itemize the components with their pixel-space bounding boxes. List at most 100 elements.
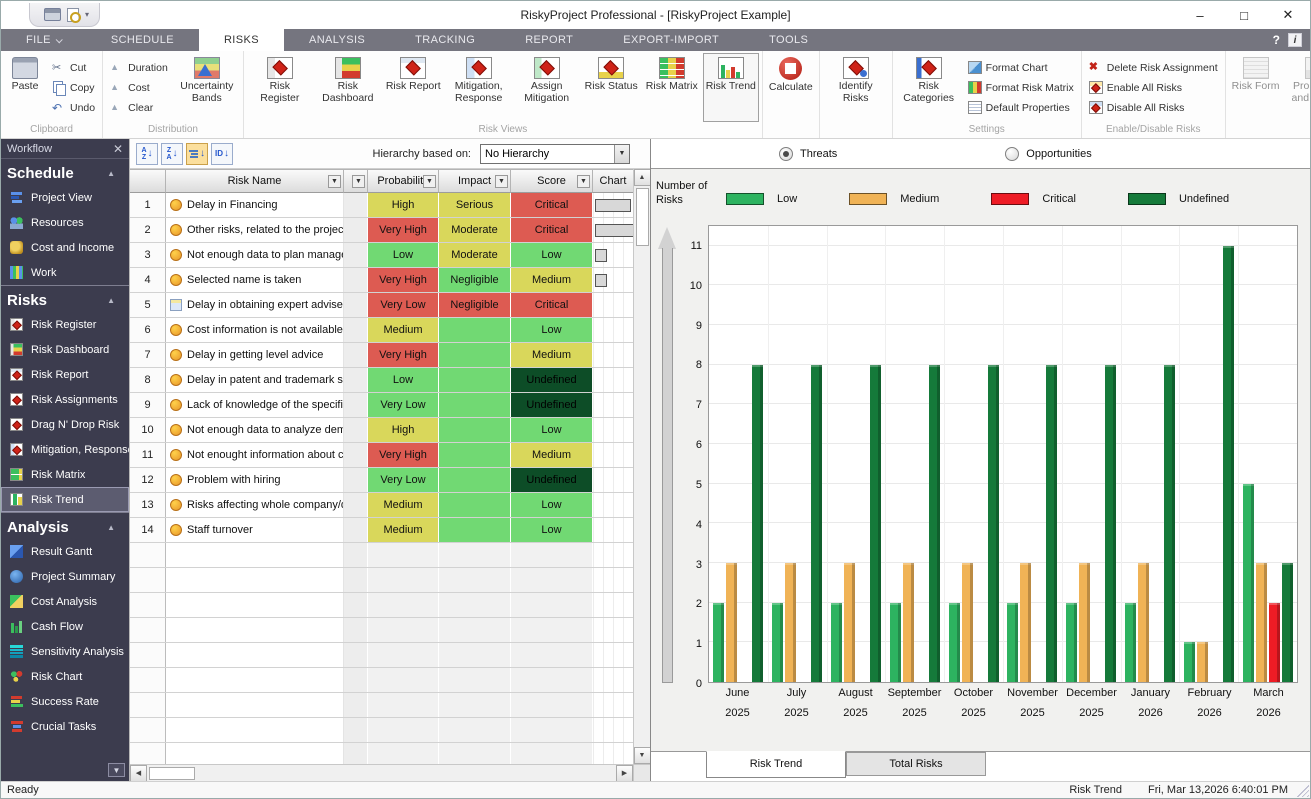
scroll-left-icon[interactable]: ◀: [130, 764, 147, 782]
print-icon[interactable]: [44, 8, 61, 21]
column-header[interactable]: ▼: [344, 169, 368, 193]
chevron-down-icon[interactable]: ▼: [614, 144, 629, 163]
hierarchy-dropdown[interactable]: No Hierarchy ▼: [480, 143, 630, 164]
close-icon[interactable]: ✕: [112, 141, 123, 156]
scroll-up-icon[interactable]: ▲: [633, 169, 650, 186]
column-header[interactable]: [130, 169, 166, 193]
vertical-scrollbar-thumb[interactable]: [635, 188, 649, 246]
impact-cell[interactable]: [439, 318, 511, 342]
vertical-scrollbar[interactable]: ▲ ▼: [633, 169, 650, 764]
probability-cell[interactable]: Low: [368, 243, 439, 267]
paste-button[interactable]: Paste: [4, 53, 46, 122]
assign-mitigation-button[interactable]: Assign Mitigation: [514, 53, 580, 122]
opportunities-radio[interactable]: Opportunities: [1005, 146, 1092, 161]
tab-risks[interactable]: RISKS: [198, 29, 284, 51]
impact-cell[interactable]: Negligible: [439, 268, 511, 292]
risk-name-cell[interactable]: Delay in Financing: [166, 193, 344, 217]
probability-cell[interactable]: Medium: [368, 493, 439, 517]
impact-cell[interactable]: Moderate: [439, 218, 511, 242]
chart-tab-risk-trend[interactable]: Risk Trend: [706, 751, 846, 778]
sidebar-item-risk-dashboard[interactable]: Risk Dashboard: [1, 337, 129, 362]
sidebar-item-cost-analysis[interactable]: Cost Analysis: [1, 589, 129, 614]
threats-radio[interactable]: Threats: [779, 146, 837, 161]
horizontal-scrollbar-thumb[interactable]: [149, 766, 195, 780]
cut-button[interactable]: Cut: [50, 59, 97, 77]
workflow-collapse-button[interactable]: ▼: [108, 763, 125, 777]
probability-cell[interactable]: Very Low: [368, 293, 439, 317]
enable-all-risks-button[interactable]: Enable All Risks: [1087, 79, 1220, 97]
workflow-section-header-risks[interactable]: Risks ▲: [7, 292, 115, 309]
risk-name-cell[interactable]: Delay in obtaining expert advise: [166, 293, 344, 317]
sidebar-item-crucial-tasks[interactable]: Crucial Tasks: [1, 714, 129, 739]
resize-grip[interactable]: [1297, 785, 1309, 797]
tab-tools[interactable]: TOOLS: [769, 34, 809, 46]
probability-cell[interactable]: Very High: [368, 343, 439, 367]
impact-cell[interactable]: [439, 418, 511, 442]
probability-cell[interactable]: Medium: [368, 518, 439, 542]
risk-name-cell[interactable]: Staff turnover: [166, 518, 344, 542]
chevron-down-icon[interactable]: ▼: [328, 174, 341, 188]
sort-za-button[interactable]: Z A ↓: [161, 142, 183, 165]
column-header-impact[interactable]: Impact ▼: [439, 169, 511, 193]
qat-customize-icon[interactable]: ▾: [85, 10, 90, 19]
risk-name-cell[interactable]: Other risks, related to the project: [166, 218, 344, 242]
tab-schedule[interactable]: SCHEDULE: [110, 34, 174, 46]
chevron-down-icon[interactable]: ▼: [495, 174, 508, 188]
score-cell[interactable]: Medium: [511, 343, 593, 367]
score-cell[interactable]: Critical: [511, 193, 593, 217]
chevron-down-icon[interactable]: ▼: [577, 174, 590, 188]
sidebar-item-risk-report[interactable]: Risk Report: [1, 362, 129, 387]
copy-button[interactable]: Copy: [50, 79, 97, 97]
sort-az-button[interactable]: A Z ↓: [136, 142, 158, 165]
sidebar-item-drag-n-drop-risk[interactable]: Drag N' Drop Risk: [1, 412, 129, 437]
risk-name-cell[interactable]: Delay in getting level advice: [166, 343, 344, 367]
sidebar-item-success-rate[interactable]: Success Rate: [1, 689, 129, 714]
score-cell[interactable]: Undefined: [511, 468, 593, 492]
risk-name-cell[interactable]: Not enought information about co: [166, 443, 344, 467]
column-header-risk-name[interactable]: Risk Name ▼: [166, 169, 344, 193]
risk-categories-button[interactable]: Risk Categories: [896, 53, 962, 122]
scroll-down-icon[interactable]: ▼: [633, 747, 650, 764]
sidebar-item-cost-and-income[interactable]: Cost and Income: [1, 235, 129, 260]
impact-cell[interactable]: Negligible: [439, 293, 511, 317]
horizontal-scrollbar[interactable]: ◀ ▶: [130, 764, 650, 782]
sort-id-button[interactable]: ID ↓: [211, 142, 233, 165]
score-cell[interactable]: Low: [511, 518, 593, 542]
column-header-score[interactable]: Score ▼: [511, 169, 593, 193]
tab-file[interactable]: FILE: [1, 29, 86, 51]
duration-button[interactable]: Duration: [108, 59, 170, 77]
column-header-probability[interactable]: Probability ▼: [368, 169, 439, 193]
impact-cell[interactable]: [439, 368, 511, 392]
impact-cell[interactable]: [439, 468, 511, 492]
risk-matrix-button[interactable]: Risk Matrix: [643, 53, 701, 122]
chart-tab-total-risks[interactable]: Total Risks: [846, 752, 986, 776]
print-preview-icon[interactable]: [67, 7, 81, 23]
impact-cell[interactable]: Moderate: [439, 243, 511, 267]
column-header-chart[interactable]: Chart: [593, 169, 634, 193]
tab-analysis[interactable]: ANALYSIS: [308, 34, 366, 46]
info-icon[interactable]: i: [1288, 33, 1302, 47]
risk-status-button[interactable]: Risk Status: [582, 53, 641, 122]
sidebar-item-project-summary[interactable]: Project Summary: [1, 564, 129, 589]
scroll-right-icon[interactable]: ▶: [616, 764, 633, 782]
calculate-button[interactable]: Calculate: [766, 53, 816, 122]
sidebar-item-mitigation-response[interactable]: Mitigation, Response: [1, 437, 129, 462]
maximize-button[interactable]: □: [1240, 7, 1248, 23]
sidebar-item-risk-matrix[interactable]: Risk Matrix: [1, 462, 129, 487]
workflow-section-header-schedule[interactable]: Schedule ▲: [7, 165, 115, 182]
risk-name-cell[interactable]: Selected name is taken: [166, 268, 344, 292]
risk-trend-button[interactable]: Risk Trend: [702, 53, 759, 122]
risk-register-button[interactable]: Risk Register: [247, 53, 313, 122]
score-cell[interactable]: Undefined: [511, 368, 593, 392]
impact-cell[interactable]: [439, 518, 511, 542]
sidebar-item-risk-trend[interactable]: Risk Trend: [1, 487, 129, 512]
score-cell[interactable]: Low: [511, 493, 593, 517]
risk-name-cell[interactable]: Problem with hiring: [166, 468, 344, 492]
mitigation-response-button[interactable]: Mitigation, Response: [446, 53, 512, 122]
impact-cell[interactable]: [439, 393, 511, 417]
sidebar-item-risk-assignments[interactable]: Risk Assignments: [1, 387, 129, 412]
delete-risk-assignment-button[interactable]: Delete Risk Assignment: [1087, 59, 1220, 77]
minimize-button[interactable]: –: [1196, 7, 1204, 23]
sidebar-item-project-view[interactable]: Project View: [1, 185, 129, 210]
probability-cell[interactable]: Very High: [368, 268, 439, 292]
